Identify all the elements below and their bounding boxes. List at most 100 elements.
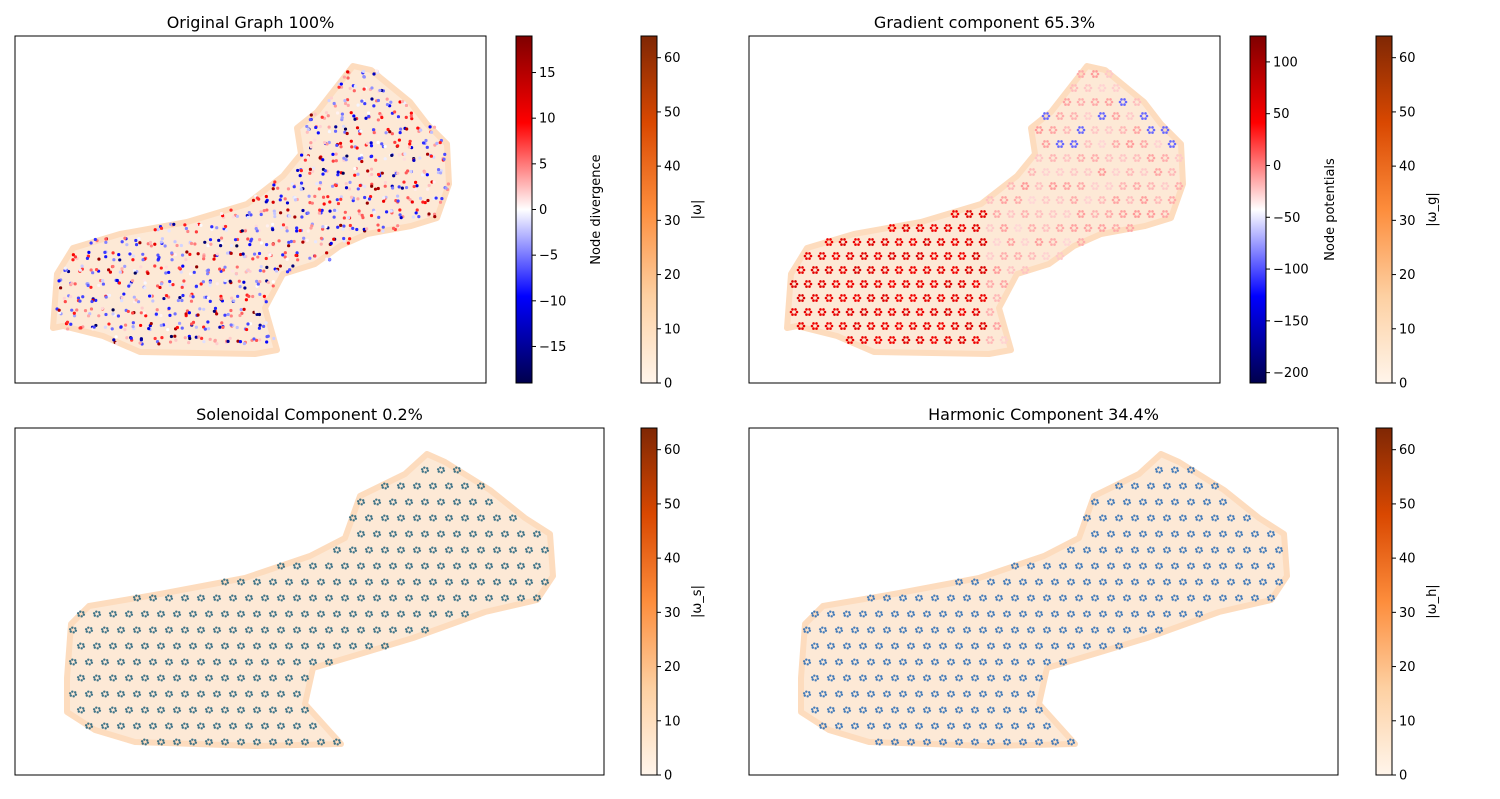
- node-point: [864, 285, 867, 288]
- node-point: [85, 256, 90, 260]
- node-point: [1046, 201, 1049, 204]
- node-point: [200, 695, 203, 698]
- node-point: [980, 322, 983, 325]
- node-point: [980, 294, 983, 297]
- node-point: [1131, 198, 1135, 202]
- node-point: [248, 599, 251, 602]
- node-point: [283, 255, 287, 259]
- node-point: [167, 626, 170, 629]
- node-point: [1004, 336, 1007, 339]
- node-point: [368, 615, 371, 618]
- node-point: [373, 598, 376, 601]
- node-point: [1027, 254, 1031, 258]
- node-point: [101, 282, 106, 286]
- node-point: [966, 238, 969, 241]
- node-point: [971, 338, 975, 342]
- node-point: [1103, 226, 1107, 230]
- node-point: [279, 194, 283, 198]
- node-point: [243, 229, 247, 233]
- node-point: [203, 327, 207, 331]
- node-point: [354, 645, 358, 648]
- node-point: [104, 295, 108, 299]
- node-point: [1116, 168, 1119, 171]
- node-point: [96, 615, 99, 618]
- node-point: [378, 595, 381, 598]
- node-point: [180, 692, 184, 695]
- node-point: [226, 675, 229, 678]
- node-point: [1068, 128, 1072, 132]
- node-point: [546, 581, 550, 584]
- node-point: [160, 335, 164, 340]
- node-point: [819, 308, 822, 311]
- node-point: [472, 535, 475, 538]
- node-point: [1081, 131, 1084, 134]
- node-point: [964, 324, 968, 328]
- node-point: [133, 271, 137, 275]
- node-cluster: [159, 237, 167, 248]
- node-point: [176, 711, 179, 714]
- node-point: [347, 187, 352, 191]
- node-point: [810, 296, 814, 300]
- node-point: [236, 708, 240, 711]
- node-point: [284, 580, 288, 583]
- node-point: [504, 599, 507, 602]
- node-point: [1173, 198, 1177, 202]
- node-point: [809, 310, 813, 314]
- node-point: [370, 172, 374, 177]
- node-point: [955, 215, 958, 218]
- node-point: [1055, 198, 1059, 202]
- node-point: [1088, 145, 1091, 148]
- node-cluster: [167, 222, 176, 233]
- node-cluster: [292, 195, 299, 202]
- node-point: [352, 114, 356, 118]
- node-point: [1148, 215, 1151, 218]
- node-point: [956, 212, 960, 216]
- node-point: [508, 516, 512, 519]
- node-point: [1162, 154, 1165, 157]
- node-point: [852, 240, 856, 244]
- node-point: [114, 675, 117, 678]
- node-point: [456, 503, 459, 506]
- node-point: [1176, 154, 1179, 157]
- node-point: [1033, 226, 1037, 230]
- node-point: [1117, 170, 1121, 174]
- node-point: [402, 613, 406, 616]
- node-point: [546, 579, 549, 582]
- node-point: [442, 501, 446, 504]
- node-point: [824, 240, 828, 244]
- node-point: [914, 268, 918, 272]
- node-point: [794, 280, 797, 283]
- colorbar-tick-label: 40: [1399, 160, 1416, 175]
- node-point: [194, 739, 197, 742]
- node-point: [496, 551, 499, 554]
- node-point: [420, 500, 424, 503]
- node-point: [408, 198, 412, 202]
- node-point: [244, 660, 248, 663]
- node-point: [873, 338, 877, 342]
- node-point: [899, 243, 902, 246]
- node-point: [340, 115, 344, 120]
- node-point: [170, 693, 174, 696]
- node-point: [259, 210, 263, 214]
- node-point: [1092, 159, 1095, 162]
- node-point: [889, 224, 892, 227]
- node-point: [962, 252, 965, 255]
- node-point: [231, 690, 234, 693]
- node-point: [309, 726, 312, 729]
- node-point: [1055, 114, 1059, 118]
- node-point: [506, 595, 509, 598]
- colorbar-tick-label: 5: [539, 157, 547, 172]
- node-point: [795, 282, 799, 286]
- node-point: [114, 643, 117, 646]
- node-point: [306, 645, 310, 648]
- node-point: [300, 580, 304, 583]
- node-point: [480, 487, 483, 490]
- node-point: [440, 471, 443, 474]
- node-point: [994, 243, 997, 246]
- node-point: [1011, 243, 1014, 246]
- node-point: [1001, 341, 1004, 344]
- node-point: [487, 498, 490, 501]
- node-point: [843, 299, 846, 302]
- node-point: [108, 708, 112, 711]
- node-point: [1088, 117, 1091, 120]
